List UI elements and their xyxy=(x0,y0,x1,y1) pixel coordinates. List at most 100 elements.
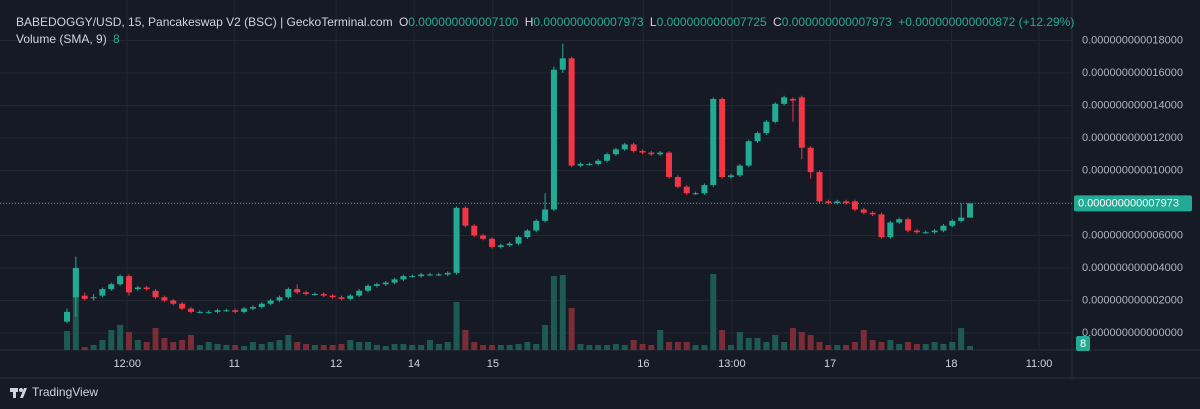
volume-bar xyxy=(214,344,221,350)
volume-bar xyxy=(745,338,752,350)
candle-body xyxy=(515,237,522,244)
x-tick-label: 15 xyxy=(487,358,499,370)
candle-body xyxy=(294,289,301,293)
candle-body xyxy=(869,212,876,215)
volume-bar xyxy=(409,345,416,350)
candle-body xyxy=(781,97,788,104)
y-tick-label: 0.000000000018000 xyxy=(1082,34,1183,46)
volume-bar xyxy=(311,345,318,350)
candle-body xyxy=(931,230,938,233)
candle-body xyxy=(559,58,566,70)
volume-bar xyxy=(303,344,310,350)
volume-bar xyxy=(515,344,522,350)
last-price-label: 0.000000000007973 xyxy=(1078,197,1179,209)
candle-body xyxy=(834,201,841,203)
volume-bar xyxy=(860,330,867,350)
x-tick-label: 13:00 xyxy=(718,358,746,370)
volume-bar xyxy=(905,342,912,350)
volume-bar xyxy=(967,346,974,350)
candle-body xyxy=(958,217,965,221)
volume-bar xyxy=(347,340,354,350)
candle-body xyxy=(81,295,88,299)
brand: TradingView xyxy=(32,385,98,399)
candle-body xyxy=(382,282,389,285)
candle-body xyxy=(205,311,212,313)
candle-body xyxy=(657,152,664,155)
tradingview-logo xyxy=(10,388,27,398)
candle-body xyxy=(418,274,425,277)
candle-body xyxy=(701,185,708,194)
candle-body xyxy=(435,274,442,276)
y-tick-label: 0.000000000016000 xyxy=(1082,67,1183,79)
y-tick-label: 0.000000000010000 xyxy=(1082,164,1183,176)
candle-body xyxy=(524,230,531,238)
volume-bar xyxy=(666,342,673,350)
volume-bar xyxy=(940,344,947,350)
volume-bar xyxy=(400,344,407,350)
candle-body xyxy=(258,303,265,307)
volume-bar xyxy=(338,344,345,350)
volume-bar xyxy=(834,345,841,350)
volume-bar xyxy=(249,342,256,350)
volume-bar xyxy=(568,308,575,350)
volume-bar xyxy=(736,332,743,350)
volume-bar xyxy=(382,346,389,350)
candle-body xyxy=(807,147,814,173)
volume-bar xyxy=(453,302,460,350)
last-price-tag xyxy=(1074,195,1192,212)
candle-body xyxy=(90,297,97,299)
volume-bar xyxy=(896,344,903,350)
candle-body xyxy=(860,209,867,213)
candle-body xyxy=(896,219,903,223)
volume-bar xyxy=(143,342,150,350)
ohlc-label: H xyxy=(524,15,534,29)
volume-bar xyxy=(887,340,894,350)
candle-body xyxy=(338,297,345,299)
candle-body xyxy=(595,160,602,164)
candle-body xyxy=(143,287,150,290)
ohlc-value: 0.000000000007973 xyxy=(533,15,644,29)
candle-body xyxy=(365,285,372,291)
candle-body xyxy=(905,219,912,231)
candle-body xyxy=(913,230,920,233)
candle-body xyxy=(727,175,734,177)
candle-body xyxy=(426,274,433,276)
volume-line: Volume (SMA, 9) 8 xyxy=(16,32,123,46)
volume-bar xyxy=(727,345,734,350)
candle-body xyxy=(683,186,690,194)
candle-body xyxy=(674,176,681,187)
candle-body xyxy=(586,163,593,165)
volume-bar xyxy=(595,345,602,350)
volume-bar xyxy=(223,345,230,350)
volume-bar xyxy=(205,342,212,350)
candle-body xyxy=(170,300,177,304)
candle-body xyxy=(692,193,699,195)
volume-bar xyxy=(816,342,823,350)
volume-bar xyxy=(462,330,469,350)
candle-body xyxy=(710,98,717,186)
ohlc-value: 0.000000000007100 xyxy=(408,15,519,29)
volume-bar xyxy=(391,344,398,350)
candle-body xyxy=(772,103,779,122)
x-tick-label: 11 xyxy=(229,358,240,370)
candle-body xyxy=(223,310,230,312)
candle-body xyxy=(506,243,513,246)
volume-bar xyxy=(922,344,929,350)
symbol: BABEDOGGY/USD, 15, Pancakeswap V2 (BSC) … xyxy=(16,15,393,29)
volume-bar xyxy=(542,325,549,350)
volume-bar xyxy=(170,342,177,350)
candle-body xyxy=(134,287,141,290)
candle-body xyxy=(276,297,283,301)
volume-bar xyxy=(187,335,194,350)
volume-bar xyxy=(710,274,717,350)
volume-bar xyxy=(435,344,442,350)
volume-bar xyxy=(851,342,858,350)
candle-body xyxy=(648,152,655,155)
candle-body xyxy=(462,207,469,226)
y-tick-label: 0.000000000004000 xyxy=(1082,262,1183,274)
volume-bar xyxy=(418,345,425,350)
candle-body xyxy=(480,235,487,239)
volume-bar xyxy=(90,345,97,350)
volume-bar xyxy=(789,328,796,350)
candle-body xyxy=(887,222,894,238)
